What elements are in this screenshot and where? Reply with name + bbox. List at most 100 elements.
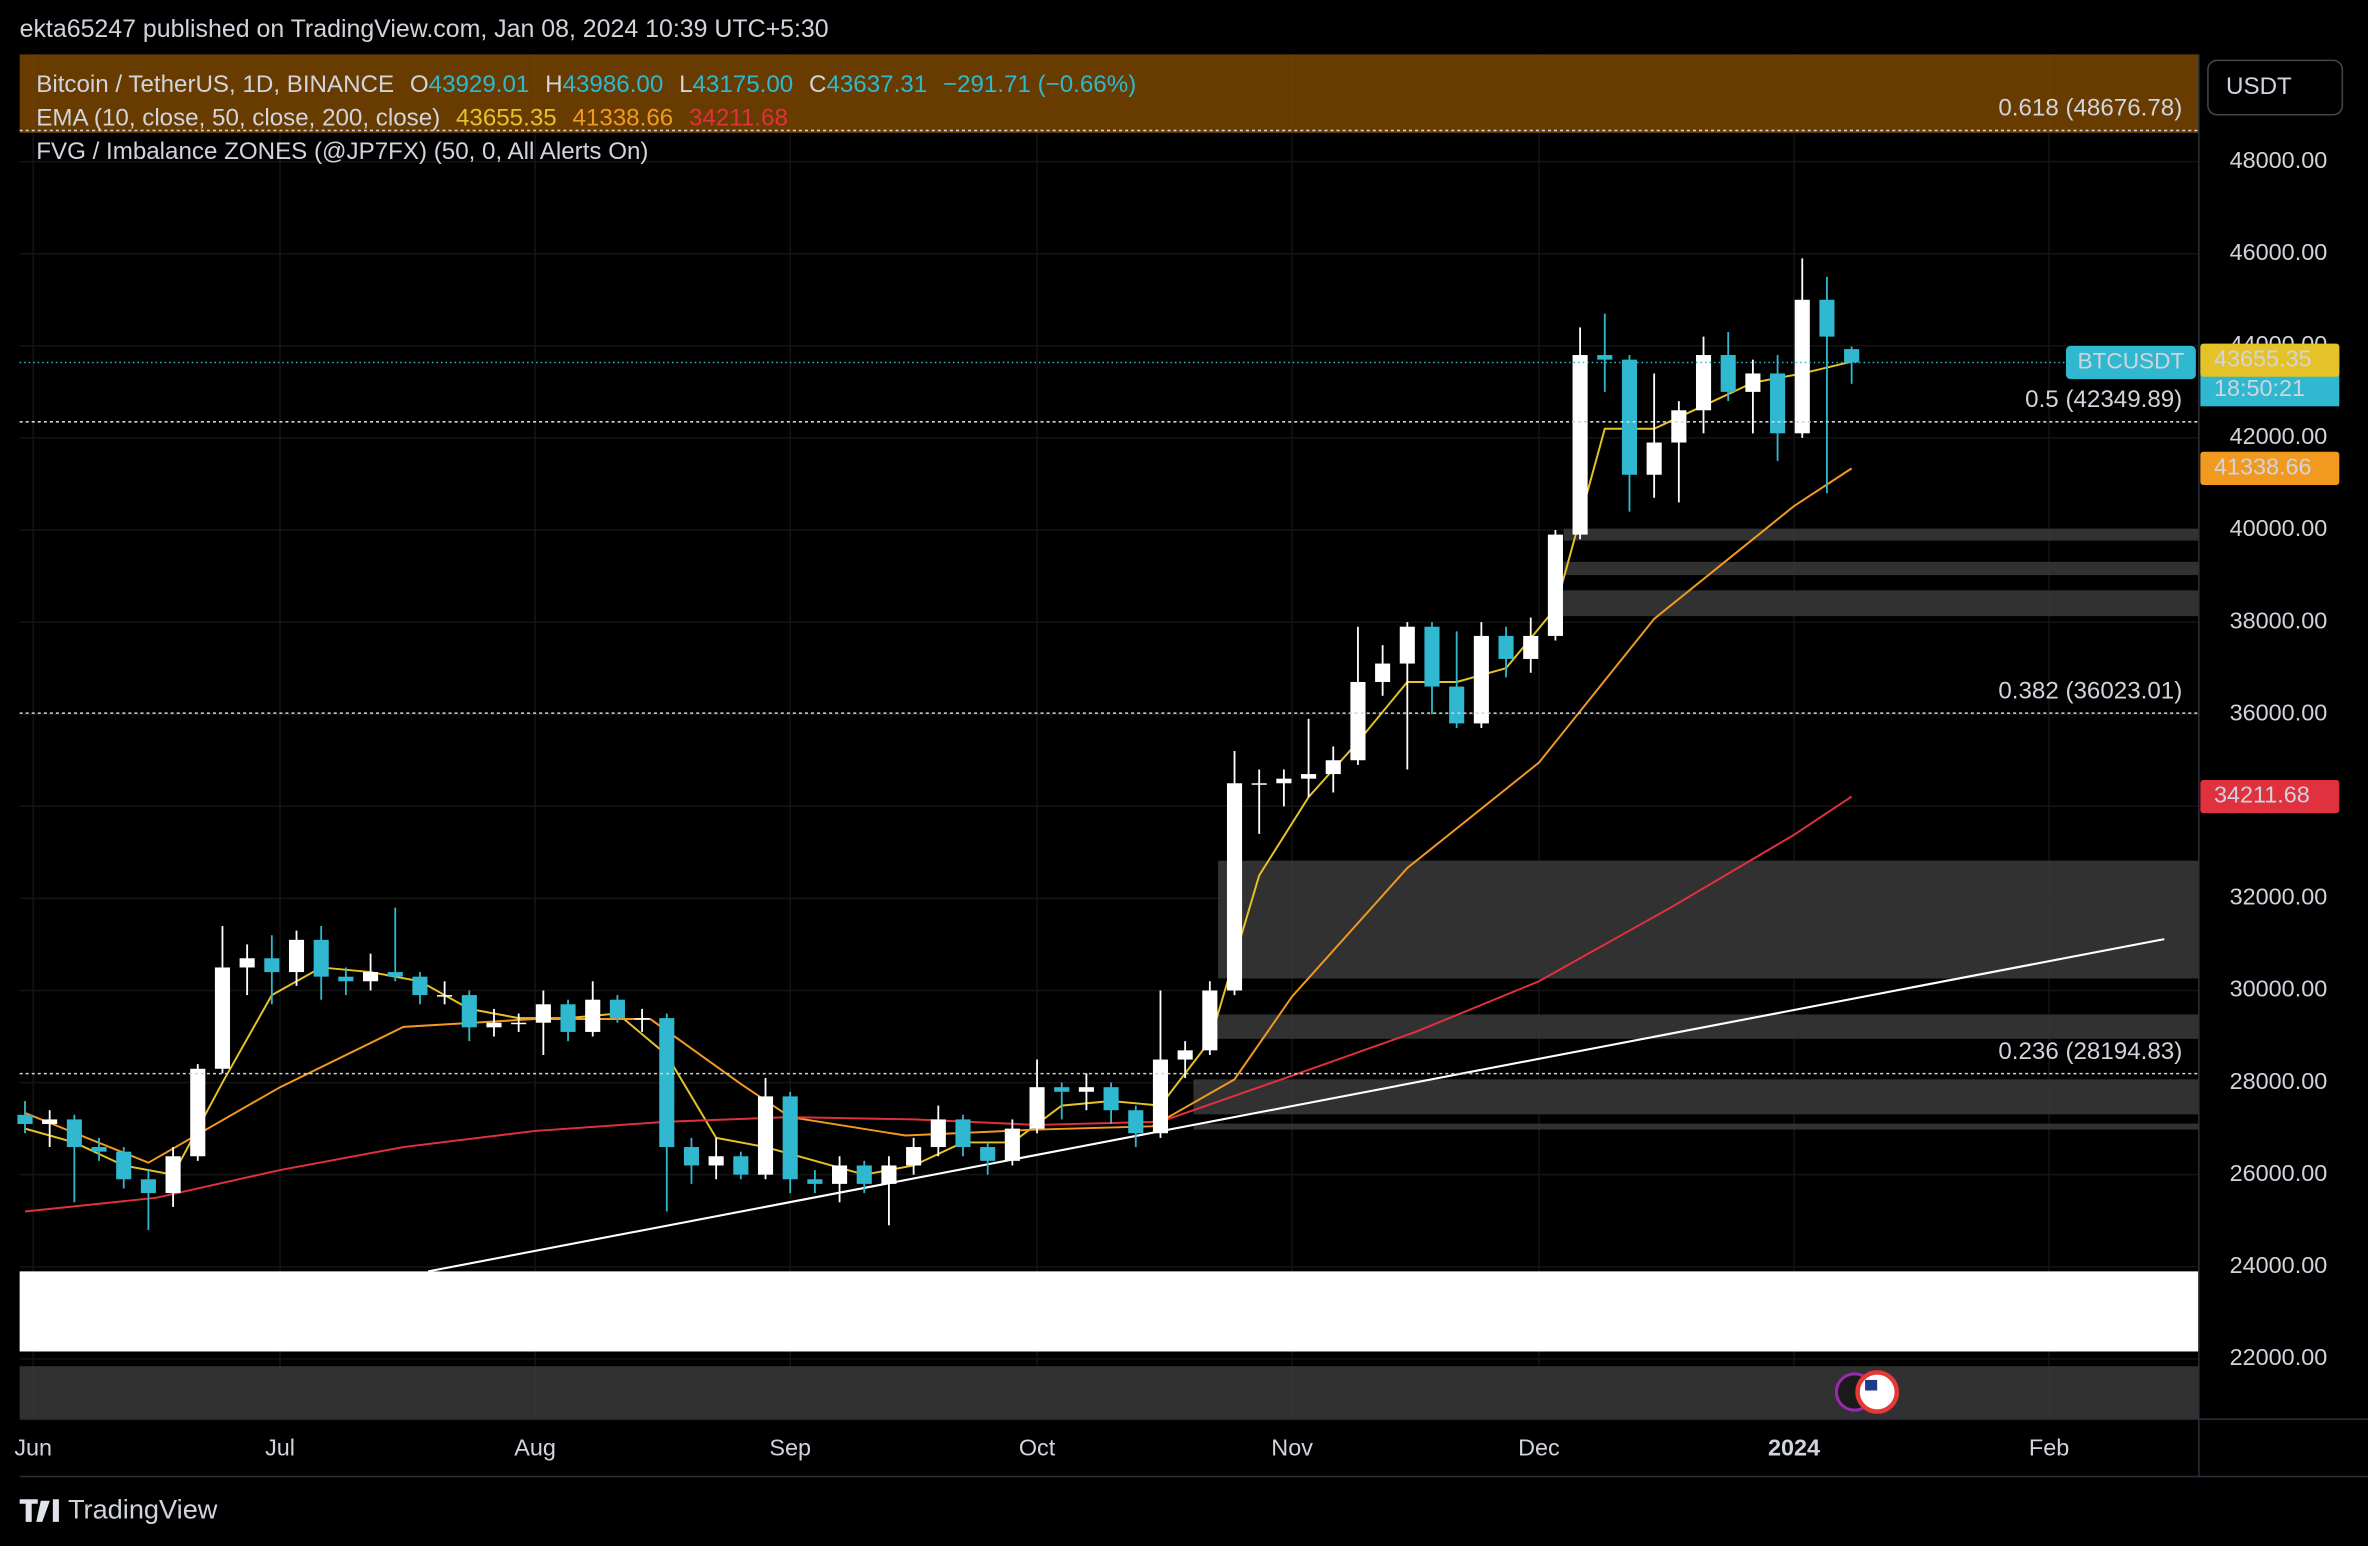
y-tick-label: 30000.00: [2230, 976, 2328, 1002]
y-tick-label: 48000.00: [2230, 147, 2328, 173]
candle-body: [906, 1147, 922, 1166]
candle-body: [1523, 635, 1539, 659]
candle-body: [437, 995, 453, 997]
currency-button-label[interactable]: USDT: [2226, 73, 2292, 100]
badges-layer: BTCUSDT43637.3118:50:2143655.3541338.663…: [2065, 343, 2340, 814]
legend-key: H: [545, 71, 562, 98]
candle-body: [140, 1179, 156, 1194]
candle-body: [1646, 442, 1662, 475]
y-tick-label: 22000.00: [2230, 1344, 2328, 1370]
candle-body: [733, 1156, 749, 1175]
candle-body: [486, 1022, 502, 1028]
logo-text: TradingView: [68, 1493, 218, 1524]
candle-body: [239, 958, 255, 968]
candle-body: [66, 1119, 82, 1148]
y-tick-label: 26000.00: [2230, 1160, 2328, 1186]
symbol-tag-box: [2065, 345, 2196, 380]
candle-body: [190, 1068, 206, 1157]
candle-body: [609, 999, 625, 1019]
legend-ema-value: 43655.35: [456, 105, 557, 132]
x-tick-label: Dec: [1518, 1435, 1560, 1461]
candle-body: [1325, 760, 1341, 775]
candle-body: [1695, 355, 1712, 411]
currency-button-box[interactable]: [2207, 59, 2344, 116]
fvg-zone: [1218, 860, 2199, 979]
ema-badge-label: 41338.66: [2214, 454, 2312, 480]
candle-body: [17, 1114, 33, 1125]
candle-body: [1449, 686, 1465, 724]
fib-layer: 0.618 (48676.78) 0.5 (42349.89) 0.382 (360…: [19, 95, 2199, 1075]
candle-body: [782, 1096, 798, 1180]
candle-body: [387, 972, 403, 977]
legend-key: C: [809, 71, 826, 98]
x-tick-label: Sep: [769, 1435, 811, 1461]
ema-badge: [2200, 343, 2340, 377]
candle-body: [1671, 410, 1687, 443]
event-icons[interactable]: [1834, 1370, 1900, 1414]
byline: ekta65247 published on TradingView.com, …: [20, 15, 829, 43]
x-tick-label: Aug: [514, 1435, 556, 1461]
candle-body: [1819, 299, 1835, 337]
candles-layer: [17, 258, 2199, 1230]
candle-body: [1078, 1087, 1094, 1092]
logo-mark: [19, 1499, 59, 1522]
y-tick-label: 32000.00: [2230, 884, 2328, 910]
fib-label: 0.382 (36023.01): [1998, 677, 2182, 704]
candle-body: [1029, 1087, 1045, 1129]
y-tick-label: 24000.00: [2230, 1252, 2328, 1278]
event-icon-flag[interactable]: [1855, 1370, 1900, 1414]
x-tick-label: Oct: [1019, 1435, 1056, 1461]
candle-body: [881, 1165, 897, 1184]
candle-body: [1621, 359, 1638, 475]
candle-body: [1177, 1050, 1193, 1060]
candle-body: [1350, 681, 1366, 761]
candle-body: [264, 958, 280, 973]
legend-value: 43637.31: [826, 71, 927, 98]
x-tick-label: Jun: [14, 1435, 52, 1461]
candle-body: [1103, 1087, 1119, 1111]
legend-line-2: EMA (10, close, 50, close, 200, close) 4…: [36, 105, 788, 132]
legend-line-1: Bitcoin / TetherUS, 1D, BINANCE O43929.0…: [36, 71, 1136, 98]
candle-body: [42, 1119, 58, 1125]
fib-label: 0.5 (42349.89): [2025, 386, 2182, 413]
x-tick-label: Nov: [1271, 1435, 1313, 1461]
candle-body: [832, 1165, 848, 1184]
candle-body: [1770, 373, 1786, 434]
candle-body: [1794, 299, 1810, 434]
fvg-zone: [1193, 1079, 2199, 1115]
currency-button[interactable]: USDT: [2207, 59, 2344, 116]
x-tick-label: 2024: [1768, 1435, 1820, 1461]
candle-body: [116, 1151, 132, 1180]
x-tick-label: Feb: [2029, 1435, 2069, 1461]
candle-body: [1597, 355, 1613, 360]
legend-ema-name: EMA (10, close, 50, close, 200, close): [36, 105, 440, 132]
candle-body: [930, 1119, 946, 1148]
legend-value: 43929.01: [429, 71, 530, 98]
ema-badge: [2200, 451, 2340, 485]
fvg-zone: [1563, 561, 2199, 576]
candle-body: [1473, 635, 1489, 724]
candle-body: [1301, 774, 1317, 779]
y-tick-label: 42000.00: [2230, 423, 2328, 449]
candle-body: [1720, 355, 1736, 392]
candle-body: [313, 939, 329, 977]
legend-ema-value: 34211.68: [689, 105, 788, 132]
candle-body: [807, 1179, 823, 1184]
ema-badge-label: 34211.68: [2214, 782, 2310, 808]
candle-body: [560, 1004, 576, 1032]
fvg-zone: [1563, 528, 2199, 541]
candle-body: [363, 972, 379, 982]
symbol-tag: BTCUSDT: [2077, 349, 2184, 374]
y-tick-label: 40000.00: [2230, 515, 2328, 541]
trend-line: [427, 938, 2165, 1273]
candle-body: [412, 976, 428, 996]
candle-body: [1572, 355, 1588, 535]
legend-change: −291.71 (−0.66%): [943, 71, 1136, 98]
legend-symbol: Bitcoin / TetherUS, 1D, BINANCE: [36, 71, 394, 98]
x-tick-label: Jul: [265, 1435, 295, 1461]
ema-badge: [2200, 779, 2340, 814]
candle-body: [856, 1165, 872, 1184]
candle-body: [1547, 534, 1563, 636]
